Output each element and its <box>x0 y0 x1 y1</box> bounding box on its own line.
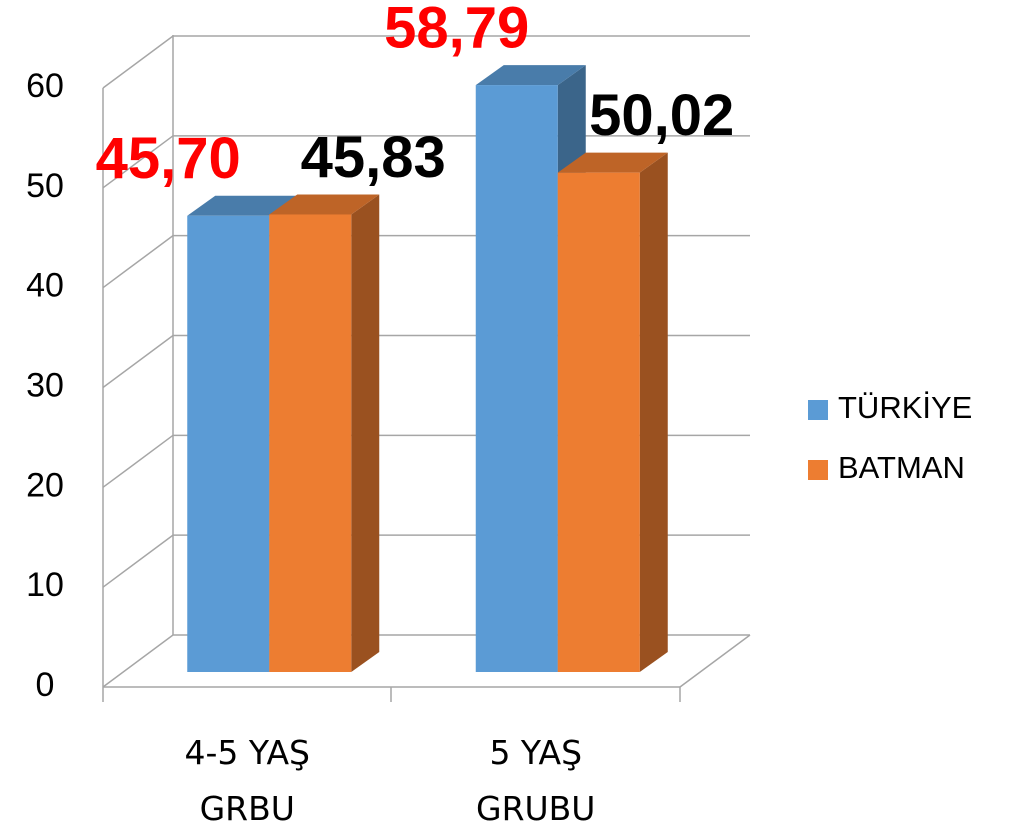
legend-swatch <box>808 400 828 420</box>
data-label: 50,02 <box>589 83 734 148</box>
bar-top <box>269 194 380 215</box>
grid-line <box>102 35 750 89</box>
bar <box>269 214 352 672</box>
data-label: 58,79 <box>384 0 529 60</box>
y-tick-label: 50 <box>26 167 64 205</box>
y-tick-label: 0 <box>36 666 55 704</box>
bar-top <box>475 65 586 86</box>
data-label: 45,70 <box>96 126 241 191</box>
data-label: 45,83 <box>301 125 446 190</box>
y-tick-label: 30 <box>26 366 64 404</box>
legend-label: BATMAN <box>838 450 965 485</box>
y-tick-label: 60 <box>26 67 64 105</box>
legend-swatch <box>808 460 828 480</box>
bar-side <box>639 152 668 672</box>
bar <box>187 215 270 673</box>
y-tick-label: 20 <box>26 466 64 504</box>
bar-top <box>557 152 668 173</box>
x-tick-label: 5 YAŞ GRUBU <box>476 733 596 828</box>
y-tick-label: 40 <box>26 267 64 305</box>
bar <box>557 172 640 672</box>
bar-side <box>351 194 380 672</box>
y-tick-label: 10 <box>26 566 64 604</box>
floor-edge <box>679 634 751 688</box>
bar-top <box>187 195 298 216</box>
legend-label: TÜRKİYE <box>838 390 972 425</box>
x-tick-label: 4-5 YAŞ GRBU <box>184 733 310 828</box>
bar <box>475 85 558 672</box>
